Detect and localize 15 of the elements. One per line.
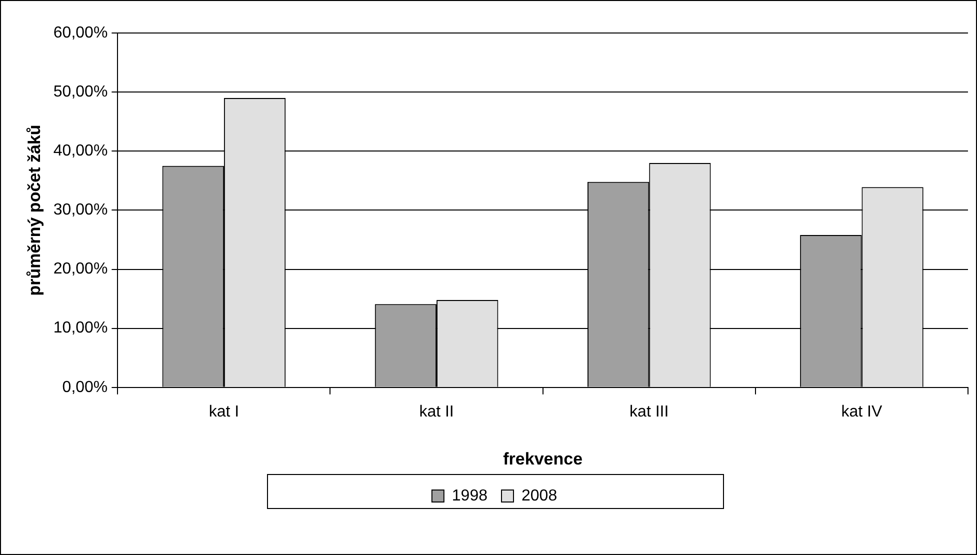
y-tick-label: 0,00% xyxy=(62,378,108,396)
y-tick-label: 10,00% xyxy=(53,320,108,337)
x-axis-title: frekvence xyxy=(503,449,583,468)
x-tick-label: kat II xyxy=(419,403,454,420)
y-tick-label: 20,00% xyxy=(53,260,108,278)
y-tick-label: 40,00% xyxy=(53,142,108,160)
y-tick-label: 50,00% xyxy=(53,83,108,100)
x-tick-label: kat I xyxy=(208,403,240,420)
x-tick-label: kat III xyxy=(630,403,669,420)
x-tick-label: kat IV xyxy=(841,403,882,420)
y-tick-label: 30,00% xyxy=(53,202,108,219)
legend-label: 1998 xyxy=(452,487,488,504)
y-axis-title: průměrný počet žáků xyxy=(24,124,44,296)
y-tick-label: 60,00% xyxy=(53,24,108,42)
legend-label: 2008 xyxy=(522,487,558,504)
